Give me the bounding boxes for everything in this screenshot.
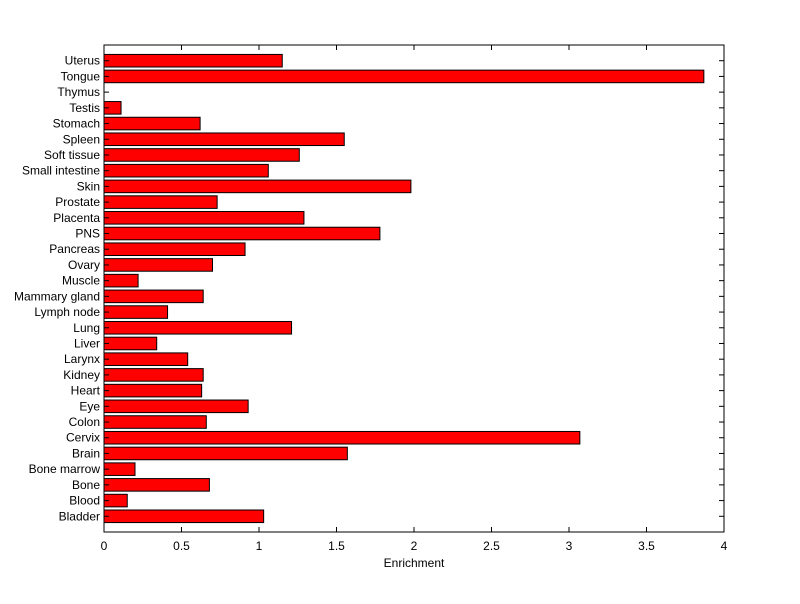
category-label-larynx: Larynx: [64, 352, 100, 366]
category-label-uterus: Uterus: [65, 54, 100, 68]
category-label-skin: Skin: [77, 179, 100, 193]
bar-mammary-gland: [103, 289, 204, 304]
bar-bone: [103, 478, 210, 492]
category-label-spleen: Spleen: [63, 132, 100, 146]
category-label-lymph-node: Lymph node: [34, 305, 100, 319]
x-tick-label: 1.5: [328, 539, 345, 553]
bars-layer: [103, 53, 705, 524]
category-label-ovary: Ovary: [68, 258, 100, 272]
bar-brain: [103, 446, 348, 461]
bar-ovary: [103, 258, 213, 272]
category-label-blood: Blood: [69, 494, 100, 508]
bar-bladder: [103, 509, 265, 524]
x-tick-labels: 0 0.5 1 1.5 2 2.5 3 3.5 4: [101, 539, 728, 553]
x-tick-label: 2.5: [483, 539, 500, 553]
category-label-colon: Colon: [69, 415, 100, 429]
category-label-eye: Eye: [79, 399, 100, 413]
x-tick-label: 4: [721, 539, 728, 553]
bar-larynx: [103, 352, 189, 366]
x-tick-label: 0.5: [173, 539, 190, 553]
category-label-kidney: Kidney: [63, 368, 100, 382]
x-tick-label: 3: [566, 539, 573, 553]
ticks-layer: [103, 45, 725, 532]
bar-skin: [103, 179, 412, 194]
x-axis-label: Enrichment: [384, 556, 445, 570]
bar-uterus: [103, 53, 283, 68]
category-label-heart: Heart: [71, 384, 101, 398]
bar-heart: [103, 383, 203, 398]
category-label-cervix: Cervix: [66, 431, 100, 445]
bar-spleen: [103, 132, 345, 147]
category-label-bladder: Bladder: [59, 509, 100, 523]
x-tick-label: 0: [101, 539, 108, 553]
bar-pancreas: [103, 242, 246, 257]
bar-kidney: [103, 368, 204, 382]
category-label-placenta: Placenta: [53, 211, 100, 225]
plot-frame: [103, 44, 725, 533]
bar-prostate: [103, 195, 218, 209]
category-label-muscle: Muscle: [62, 274, 100, 288]
bar-lymph-node: [103, 305, 169, 319]
bar-stomach: [103, 116, 201, 131]
category-label-small-intestine: Small intestine: [22, 164, 100, 178]
bar-tongue: [103, 69, 705, 84]
category-label-mammary-gland: Mammary gland: [14, 289, 100, 303]
category-label-soft-tissue: Soft tissue: [44, 148, 100, 162]
category-label-prostate: Prostate: [55, 195, 100, 209]
category-label-brain: Brain: [72, 446, 100, 460]
category-label-pancreas: Pancreas: [49, 242, 100, 256]
bar-pns: [103, 226, 381, 241]
category-label-lung: Lung: [73, 321, 100, 335]
category-label-tongue: Tongue: [61, 69, 101, 83]
bar-cervix: [103, 430, 581, 445]
x-tick-label: 3.5: [638, 539, 655, 553]
bar-muscle: [103, 273, 139, 288]
category-label-stomach: Stomach: [53, 117, 100, 131]
bar-eye: [103, 399, 249, 414]
bar-small-intestine: [103, 163, 269, 178]
x-tick-label: 2: [411, 539, 418, 553]
bar-liver: [103, 336, 158, 351]
bar-placenta: [103, 211, 305, 225]
bar-colon: [103, 415, 207, 429]
bar-lung: [103, 320, 293, 335]
category-label-bone: Bone: [72, 478, 100, 492]
x-tick-label: 1: [256, 539, 263, 553]
category-label-thymus: Thymus: [57, 85, 100, 99]
category-label-testis: Testis: [69, 101, 100, 115]
category-label-bone-marrow: Bone marrow: [29, 462, 101, 476]
category-label-liver: Liver: [74, 336, 100, 350]
bar-soft-tissue: [103, 148, 300, 162]
category-label-pns: PNS: [75, 227, 100, 241]
